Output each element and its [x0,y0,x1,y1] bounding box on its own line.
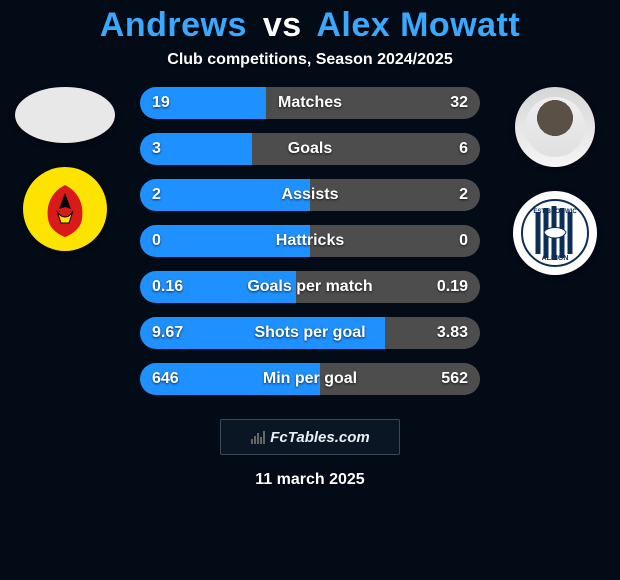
stat-label: Goals per match [247,278,372,296]
stat-label: Min per goal [263,370,357,388]
stat-row: 9.67 3.83 Shots per goal [140,317,480,349]
date-text: 11 march 2025 [0,471,620,489]
stat-value-right: 0.19 [437,278,468,296]
stat-bar-right [252,133,480,165]
stat-row: 2 2 Assists [140,179,480,211]
stat-value-right: 562 [441,370,468,388]
stat-label: Assists [282,186,339,204]
left-column [10,87,120,251]
stat-label: Hattricks [276,232,344,250]
stat-value-right: 2 [459,186,468,204]
right-column: EST BROMWIC ALBION [500,87,610,275]
player-right-name: Alex Mowatt [316,6,520,44]
stat-value-right: 3.83 [437,324,468,342]
comparison-panel: EST BROMWIC ALBION 19 32 Matches 3 6 Goals 2 2 A… [0,87,620,395]
stat-value-left: 0.16 [152,278,183,296]
svg-text:EST BROMWIC: EST BROMWIC [533,209,577,215]
brand-text: FcTables.com [270,429,369,446]
stat-row: 646 562 Min per goal [140,363,480,395]
stat-value-left: 9.67 [152,324,183,342]
stat-value-right: 0 [459,232,468,250]
page-title: Andrews vs Alex Mowatt [0,0,620,45]
stat-value-left: 0 [152,232,161,250]
stat-label: Matches [278,94,342,112]
stat-value-left: 646 [152,370,179,388]
albion-icon: EST BROMWIC ALBION [520,198,590,268]
vs-text: vs [263,6,302,44]
subtitle: Club competitions, Season 2024/2025 [0,51,620,69]
player-left-name: Andrews [100,6,247,44]
fctables-icon [250,429,266,445]
stat-value-left: 19 [152,94,170,112]
stat-value-left: 2 [152,186,161,204]
player-left-photo [15,87,115,143]
stat-row: 3 6 Goals [140,133,480,165]
brand-box: FcTables.com [220,419,400,455]
stat-rows: 19 32 Matches 3 6 Goals 2 2 Assists 0 0 Hattricks 0.… [140,87,480,395]
stat-label: Shots per goal [254,324,365,342]
stat-value-right: 32 [450,94,468,112]
stat-value-left: 3 [152,140,161,158]
player-right-photo [515,87,595,167]
portrait-icon [525,97,585,157]
stat-label: Goals [288,140,332,158]
stat-value-right: 6 [459,140,468,158]
watford-icon [35,179,95,239]
stat-row: 0 0 Hattricks [140,225,480,257]
stat-row: 0.16 0.19 Goals per match [140,271,480,303]
club-left-badge [23,167,107,251]
club-right-badge: EST BROMWIC ALBION [513,191,597,275]
stat-row: 19 32 Matches [140,87,480,119]
svg-text:ALBION: ALBION [542,255,569,262]
